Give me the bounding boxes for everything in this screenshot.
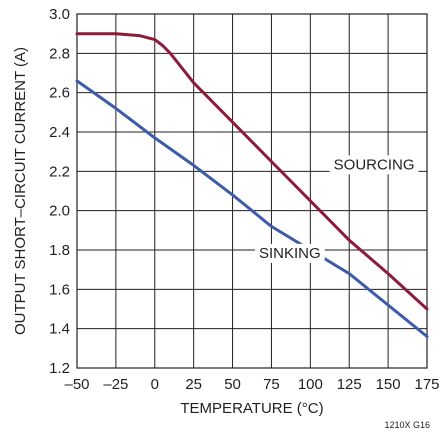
series-lines — [75, 32, 429, 338]
x-tick-label: 150 — [376, 376, 401, 393]
x-tick-label: –50 — [64, 376, 89, 393]
figure-id: 1210X G16 — [384, 420, 430, 430]
y-tick-label: 1.8 — [49, 242, 70, 259]
series-label-sourcing: SOURCING — [334, 156, 415, 173]
plot-frame — [76, 13, 428, 369]
series-line-sinking — [75, 79, 429, 338]
y-tick-label: 2.6 — [49, 85, 70, 102]
y-tick-label: 2.0 — [49, 203, 70, 220]
x-tick-label: 50 — [224, 376, 241, 393]
y-tick-label: 2.8 — [49, 45, 70, 62]
y-axis-title: OUTPUT SHORT–CIRCUIT CURRENT (A) — [12, 47, 29, 335]
x-tick-label: 0 — [151, 376, 159, 393]
x-tick-label: 100 — [298, 376, 323, 393]
x-axis-title: TEMPERATURE (°C) — [180, 400, 323, 417]
y-tick-label: 2.4 — [49, 124, 70, 141]
series-label-bg — [329, 155, 419, 175]
grid — [77, 14, 427, 368]
x-tick-label: 125 — [337, 376, 362, 393]
series-line-sourcing — [75, 32, 429, 311]
x-tick-label: –25 — [103, 376, 128, 393]
x-tick-labels: –50 –25 0 25 50 75 100 125 150 175 — [64, 376, 439, 393]
x-tick-label: 25 — [185, 376, 202, 393]
x-tick-label: 175 — [414, 376, 439, 393]
y-tick-label: 1.2 — [49, 360, 70, 377]
series-label-bg — [255, 243, 325, 263]
y-tick-labels: 1.2 1.4 1.6 1.8 2.0 2.2 2.4 2.6 2.8 3.0 — [49, 6, 70, 377]
y-tick-label: 1.6 — [49, 281, 70, 298]
y-tick-label: 1.4 — [49, 321, 70, 338]
y-tick-label: 2.2 — [49, 163, 70, 180]
x-tick-label: 75 — [263, 376, 280, 393]
series-label-sinking: SINKING — [259, 245, 321, 262]
series-labels: SOURCING SINKING — [255, 155, 419, 263]
y-tick-label: 3.0 — [49, 6, 70, 23]
